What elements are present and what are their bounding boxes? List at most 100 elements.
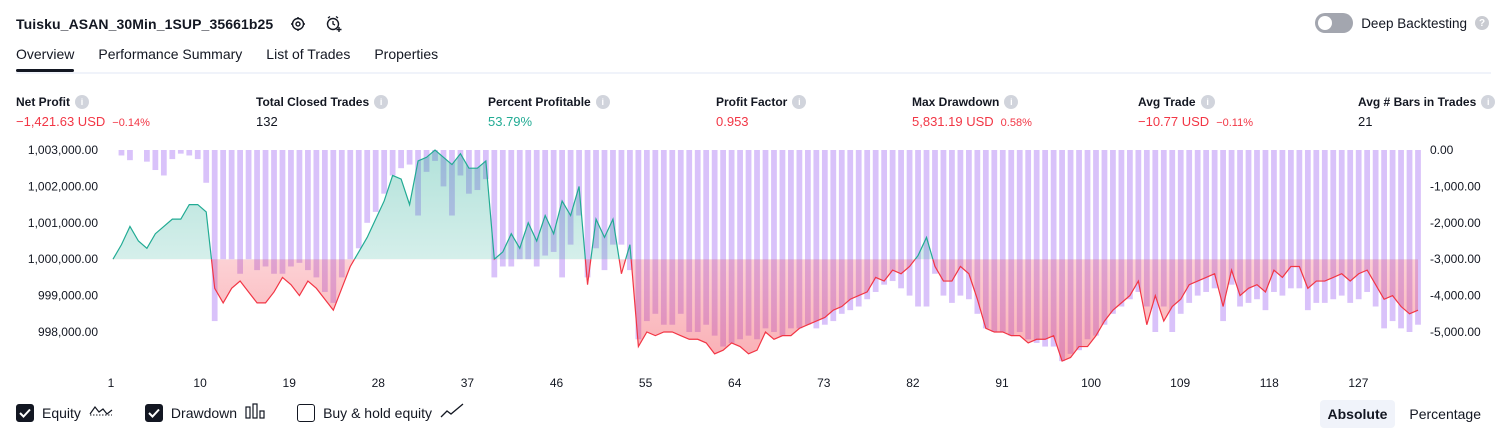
metric-value: 132	[256, 114, 278, 129]
drawdown-bar	[152, 150, 159, 171]
drawdown-bar	[940, 150, 947, 296]
absolute-button[interactable]: Absolute	[1319, 400, 1396, 428]
legend-drawdown[interactable]: Drawdown	[144, 403, 265, 422]
drawdown-bar	[169, 150, 176, 160]
y-right-tick-label: -4,000.00	[1430, 289, 1481, 303]
metric-net-profit: Net Profit i −1,421.63 USD −0.14%	[16, 94, 150, 129]
buy-hold-label: Buy & hold equity	[323, 404, 433, 421]
drawdown-bar	[211, 150, 218, 322]
drawdown-bar	[1050, 150, 1057, 347]
deep-backtesting-toggle[interactable]	[1315, 13, 1354, 33]
x-tick-label: 19	[283, 376, 297, 390]
drawdown-bar	[1033, 150, 1040, 343]
tab-performance-summary[interactable]: Performance Summary	[98, 46, 243, 62]
info-icon[interactable]: i	[1200, 94, 1215, 109]
strategy-header: Tuisku_ASAN_30Min_1SUP_35661b25	[16, 12, 345, 36]
drawdown-bar	[838, 150, 845, 314]
drawdown-bar	[321, 150, 328, 292]
drawdown-bar	[711, 150, 718, 336]
info-icon[interactable]: i	[374, 94, 389, 109]
drawdown-bar	[737, 150, 743, 340]
drawdown-bar	[1042, 150, 1049, 347]
metric-label: Percent Profitable	[488, 94, 591, 109]
drawdown-bar	[779, 150, 786, 336]
drawdown-bar	[728, 150, 735, 343]
equity-checkbox[interactable]	[16, 403, 34, 422]
percentage-button[interactable]: Percentage	[1409, 406, 1481, 422]
drawdown-bar	[330, 150, 337, 303]
x-tick-label: 100	[1081, 376, 1101, 390]
x-tick-label: 127	[1348, 376, 1368, 390]
y-left-tick-label: 998,000.00	[38, 325, 98, 339]
help-icon[interactable]: ?	[1475, 16, 1489, 30]
y-left-tick-label: 1,002,000.00	[28, 179, 98, 193]
drawdown-bar	[771, 150, 777, 332]
drawdown-bar	[533, 150, 540, 267]
y-right-tick-label: -1,000.00	[1430, 179, 1481, 193]
drawdown-bar	[1127, 150, 1133, 300]
drawdown-bar	[660, 150, 667, 325]
drawdown-bar	[1194, 150, 1201, 296]
x-tick-label: 10	[193, 376, 207, 390]
drawdown-bar	[271, 150, 277, 274]
drawdown-bar	[1076, 150, 1082, 351]
y-left-tick-label: 1,001,000.00	[28, 216, 98, 230]
tabs-divider	[16, 72, 1491, 74]
x-tick-label: 109	[1170, 376, 1190, 390]
drawdown-bar	[754, 150, 760, 340]
drawdown-bar	[364, 150, 371, 223]
legend-equity[interactable]: Equity	[16, 403, 113, 422]
drawdown-bar	[1177, 150, 1184, 314]
metric-value: 0.953	[716, 114, 749, 129]
deep-backtesting-label: Deep Backtesting	[1361, 15, 1467, 31]
drawdown-bar	[745, 150, 752, 336]
drawdown-bar	[1279, 150, 1286, 296]
info-icon[interactable]: i	[75, 94, 89, 109]
drawdown-bar	[618, 150, 625, 245]
drawdown-bar	[1338, 150, 1345, 296]
drawdown-label: Drawdown	[170, 404, 238, 421]
x-tick-label: 82	[906, 376, 920, 390]
drawdown-bar	[915, 150, 921, 307]
drawdown-bar	[855, 150, 862, 307]
drawdown-bar	[1059, 150, 1065, 362]
drawdown-bar	[127, 150, 133, 161]
info-icon[interactable]: i	[1004, 94, 1019, 109]
drawdown-bar	[974, 150, 981, 314]
tab-list-of-trades[interactable]: List of Trades	[266, 46, 351, 62]
drawdown-bar	[1406, 150, 1413, 332]
drawdown-bar	[542, 150, 549, 256]
drawdown-bar	[338, 150, 345, 278]
info-icon[interactable]: i	[792, 94, 807, 109]
drawdown-bar	[1237, 150, 1243, 307]
legend-buy-hold[interactable]: Buy & hold equity	[297, 403, 464, 422]
drawdown-bar	[830, 150, 837, 322]
equity-drawdown-chart[interactable]: 1,003,000.00 1,002,000.00 1,001,000.00 1,00…	[0, 138, 1507, 396]
drawdown-bar	[872, 150, 879, 292]
info-icon[interactable]: i	[1481, 94, 1496, 109]
settings-gear-icon[interactable]	[287, 13, 309, 35]
drawdown-bars-icon	[245, 403, 265, 422]
x-tick-label: 91	[995, 376, 1009, 390]
y-right-tick-label: -2,000.00	[1430, 216, 1481, 230]
x-tick-label: 1	[108, 376, 115, 390]
add-alert-clock-icon[interactable]	[323, 13, 345, 35]
drawdown-checkbox[interactable]	[144, 403, 163, 422]
drawdown-bar	[847, 150, 854, 311]
drawdown-bar	[610, 150, 616, 245]
drawdown-bar	[1398, 150, 1404, 329]
value-mode-switch: Absolute Percentage	[1319, 400, 1490, 428]
x-tick-label: 73	[817, 376, 831, 390]
tab-overview[interactable]: Overview	[16, 46, 75, 72]
tab-properties[interactable]: Properties	[374, 46, 439, 62]
drawdown-bar	[1321, 150, 1328, 303]
drawdown-bar	[499, 150, 506, 267]
equity-line-icon	[89, 403, 113, 422]
drawdown-bar	[245, 150, 252, 260]
info-icon[interactable]: i	[595, 94, 610, 109]
drawdown-bar	[550, 150, 557, 252]
buy-hold-checkbox[interactable]	[297, 403, 316, 422]
drawdown-bar	[694, 150, 701, 332]
drawdown-bar	[686, 150, 693, 332]
drawdown-bar	[762, 150, 769, 329]
